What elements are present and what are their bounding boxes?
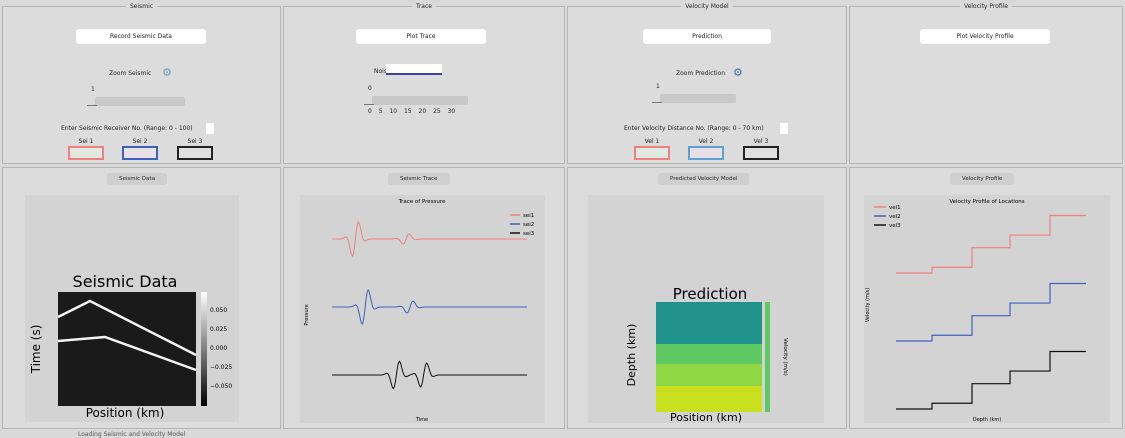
vel3-input[interactable]: [743, 146, 779, 160]
vel2-label: Vel 2: [698, 138, 714, 145]
vel1-input[interactable]: [634, 146, 670, 160]
chart-title: Seismic Data: [73, 272, 178, 291]
velocity-layer: [656, 386, 762, 412]
slider-thumb[interactable]: [652, 95, 662, 103]
profile-line-vel1: [896, 214, 1086, 274]
colorbar: [201, 292, 207, 406]
slider-thumb[interactable]: [364, 97, 374, 105]
profile-line-vel3: [896, 350, 1086, 410]
velocity-model-panel: Velocity Model Prediction Zoom Predictio…: [567, 3, 847, 164]
seismic-image: [58, 292, 196, 406]
velocity-slider[interactable]: 1: [652, 83, 736, 103]
legend-label: sei2: [523, 222, 534, 228]
footer-status: Loading Seismic and Velocity Model: [78, 431, 186, 438]
chart-title: Trace of Pressure: [398, 199, 446, 205]
plot-velocity-profile-button[interactable]: Plot Velocity Profile: [920, 29, 1050, 44]
vel2-input[interactable]: [688, 146, 724, 160]
prediction-chart: Prediction Velocity (m/s) Position (km) Dep…: [625, 285, 788, 424]
colorbar-tick: 0.050: [210, 307, 227, 314]
seismic-panel: Seismic Record Seismic Data Zoom Seismic…: [2, 3, 281, 164]
slider-value: 1: [656, 83, 660, 90]
colorbar-label: Velocity (m/s): [782, 338, 788, 376]
plot-area: Prediction Velocity (m/s) Position (km) Dep…: [588, 195, 824, 424]
sei3-input[interactable]: [177, 146, 213, 160]
y-axis-label: Pressure: [304, 304, 310, 325]
distance-label: Enter Velocity Distance No. (Range: 0 - …: [624, 125, 764, 132]
panel-title: Trace: [412, 3, 436, 10]
tab-seismic-trace[interactable]: Seismic Trace: [388, 173, 450, 185]
tab-predicted-velocity[interactable]: Predicted Velocity Model: [658, 173, 750, 185]
tab-velocity-profile[interactable]: Velocity Profile: [950, 173, 1015, 185]
predicted-velocity-view: Predicted Velocity Model Prediction Veloc…: [567, 167, 847, 429]
y-axis-label: Velocity (m/s): [865, 288, 871, 322]
legend-label: sei3: [523, 231, 535, 237]
reflection-event: [57, 299, 197, 357]
chart-title: Velocity Profile of Locations: [949, 199, 1024, 205]
prediction-button[interactable]: Prediction: [643, 29, 771, 44]
velocity-profile-view: Velocity Profile Velocity Profile of Loc…: [849, 167, 1123, 429]
panel-title: Velocity Profile: [959, 3, 1013, 10]
legend-label: vel2: [889, 214, 901, 220]
record-seismic-button[interactable]: Record Seismic Data: [76, 29, 206, 44]
trace-line-sei1: [332, 221, 527, 257]
sei1-label: Sei 1: [78, 138, 94, 145]
trace-chart: Trace of Pressure sei1 sei2 sei3 Time Pressur…: [304, 199, 535, 423]
colorbar-tick: −0.025: [210, 364, 232, 371]
receiver-label: Enter Seismic Receiver No. (Range: 0 - 1…: [61, 125, 193, 132]
y-axis-label: Depth (km): [625, 324, 638, 387]
x-axis-label: Position (km): [670, 411, 742, 423]
sei1-input[interactable]: [68, 146, 104, 160]
x-axis-label: Depth (km): [973, 417, 1002, 423]
seismic-data-chart: Seismic Data 0.050 0.025 0.000 −0.025 −0.050 P…: [29, 272, 250, 420]
y-axis-label: Time (s): [29, 325, 43, 375]
zoom-icon[interactable]: ⚙: [162, 66, 172, 79]
x-axis-label: Time: [415, 417, 428, 423]
colorbar: [765, 302, 770, 412]
zoom-seismic-label: Zoom Seismic: [109, 70, 152, 77]
vel3-label: Vel 3: [753, 138, 769, 145]
colorbar-tick: −0.050: [210, 383, 232, 390]
seismic-trace-view: Seismic Trace Trace of Pressure sei1 sei2 s…: [283, 167, 565, 429]
legend-label: sei1: [523, 213, 534, 219]
velocity-layer: [656, 344, 762, 364]
profile-line-vel2: [896, 282, 1086, 342]
velocity-profile-chart: Velocity Profile of Locations vel1 vel2 vel…: [865, 199, 1086, 423]
seismic-slider[interactable]: 1: [87, 86, 185, 106]
colorbar-tick: 0.025: [210, 326, 227, 333]
panel-title: Velocity Model: [681, 3, 733, 10]
seismic-data-view: Seismic Data Seismic Data 0.050 0.025 0.000…: [2, 167, 281, 429]
noise-input[interactable]: [386, 64, 442, 75]
slider-value: 0: [368, 85, 372, 92]
receiver-input[interactable]: [206, 123, 214, 134]
slider-thumb[interactable]: [87, 98, 97, 106]
legend-label: vel3: [889, 223, 901, 229]
plot-area: Trace of Pressure sei1 sei2 sei3 Time Pressur…: [300, 195, 545, 423]
slider-ticks: 0 5 10 15 20 25 30: [368, 108, 456, 115]
distance-input[interactable]: [780, 123, 788, 134]
zoom-icon[interactable]: ⚙: [733, 66, 743, 79]
velocity-layer: [656, 364, 762, 386]
legend-label: vel1: [889, 205, 901, 211]
x-axis-label: Position (km): [86, 406, 165, 420]
zoom-prediction-label: Zoom Prediction: [676, 70, 726, 77]
velocity-layer: [656, 302, 762, 344]
trace-panel: Trace Plot Trace Noise (%) 0 0 5 10 15 2…: [283, 3, 565, 164]
reflection-event: [57, 335, 197, 372]
vel1-label: Vel 1: [644, 138, 660, 145]
panel-title: Seismic: [125, 3, 158, 10]
chart-title: Prediction: [673, 285, 748, 303]
slider-value: 1: [91, 86, 95, 93]
colorbar-tick: 0.000: [210, 345, 227, 352]
sei3-label: Sei 3: [187, 138, 203, 145]
tab-seismic-data[interactable]: Seismic Data: [107, 173, 168, 185]
plot-area: Velocity Profile of Locations vel1 vel2 vel…: [864, 195, 1110, 423]
plot-area: Seismic Data 0.050 0.025 0.000 −0.025 −0.050 P…: [25, 195, 250, 422]
trace-line-sei3: [332, 360, 527, 390]
sei2-label: Sei 2: [132, 138, 148, 145]
sei2-input[interactable]: [122, 146, 158, 160]
noise-slider[interactable]: 0: [364, 85, 468, 105]
plot-trace-button[interactable]: Plot Trace: [356, 29, 486, 44]
trace-line-sei2: [332, 288, 527, 326]
velocity-profile-panel: Velocity Profile Plot Velocity Profile: [849, 3, 1123, 164]
